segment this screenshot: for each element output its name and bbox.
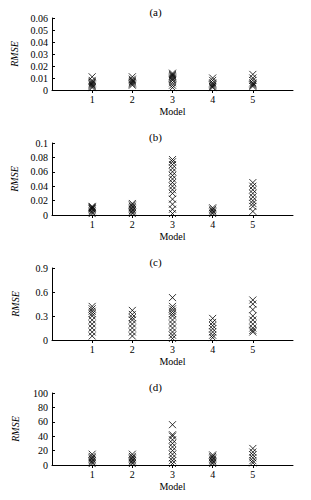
svg-text:0.03: 0.03: [31, 49, 49, 60]
svg-text:2: 2: [130, 344, 135, 355]
svg-text:(b): (b): [149, 131, 162, 144]
svg-text:4: 4: [210, 344, 215, 355]
svg-text:1: 1: [90, 94, 95, 105]
svg-text:0.08: 0.08: [31, 152, 49, 163]
svg-text:0.05: 0.05: [31, 25, 49, 36]
svg-text:RMSE: RMSE: [9, 166, 20, 193]
svg-text:0: 0: [43, 85, 48, 96]
svg-text:3: 3: [170, 344, 175, 355]
svg-text:0.9: 0.9: [36, 263, 49, 274]
svg-text:100: 100: [33, 388, 48, 399]
svg-text:4: 4: [210, 219, 215, 230]
svg-text:0.6: 0.6: [36, 287, 49, 298]
svg-text:Model: Model: [159, 106, 185, 117]
svg-text:(c): (c): [149, 256, 162, 269]
svg-text:0.3: 0.3: [36, 311, 49, 322]
svg-text:20: 20: [38, 445, 48, 456]
svg-text:RMSE: RMSE: [10, 416, 21, 443]
svg-text:5: 5: [250, 219, 255, 230]
svg-text:(d): (d): [149, 381, 162, 394]
svg-text:0.06: 0.06: [31, 13, 49, 24]
svg-text:0.06: 0.06: [31, 166, 49, 177]
svg-text:1: 1: [90, 219, 95, 230]
svg-text:RMSE: RMSE: [9, 41, 20, 68]
svg-text:5: 5: [250, 94, 255, 105]
svg-text:Model: Model: [159, 356, 185, 367]
svg-text:2: 2: [130, 469, 135, 480]
svg-text:60: 60: [38, 416, 48, 427]
svg-text:(a): (a): [149, 6, 162, 19]
svg-text:0.02: 0.02: [31, 195, 49, 206]
svg-text:Model: Model: [159, 231, 185, 242]
svg-text:2: 2: [130, 219, 135, 230]
svg-text:0.02: 0.02: [31, 61, 49, 72]
svg-text:3: 3: [170, 94, 175, 105]
svg-text:0.01: 0.01: [31, 73, 49, 84]
svg-text:0.04: 0.04: [31, 181, 49, 192]
svg-text:0.04: 0.04: [31, 37, 49, 48]
svg-text:5: 5: [250, 469, 255, 480]
svg-text:0: 0: [43, 460, 48, 471]
svg-text:80: 80: [38, 402, 48, 413]
svg-text:4: 4: [210, 469, 215, 480]
svg-text:Model: Model: [159, 481, 185, 492]
svg-text:0: 0: [43, 210, 48, 221]
svg-text:2: 2: [130, 94, 135, 105]
svg-text:40: 40: [38, 431, 48, 442]
svg-text:1: 1: [90, 469, 95, 480]
svg-text:1: 1: [90, 344, 95, 355]
svg-text:3: 3: [170, 219, 175, 230]
svg-text:0: 0: [43, 335, 48, 346]
svg-text:3: 3: [170, 469, 175, 480]
svg-text:RMSE: RMSE: [10, 291, 21, 318]
svg-text:5: 5: [250, 344, 255, 355]
svg-text:0.1: 0.1: [36, 138, 49, 149]
svg-text:4: 4: [210, 94, 215, 105]
